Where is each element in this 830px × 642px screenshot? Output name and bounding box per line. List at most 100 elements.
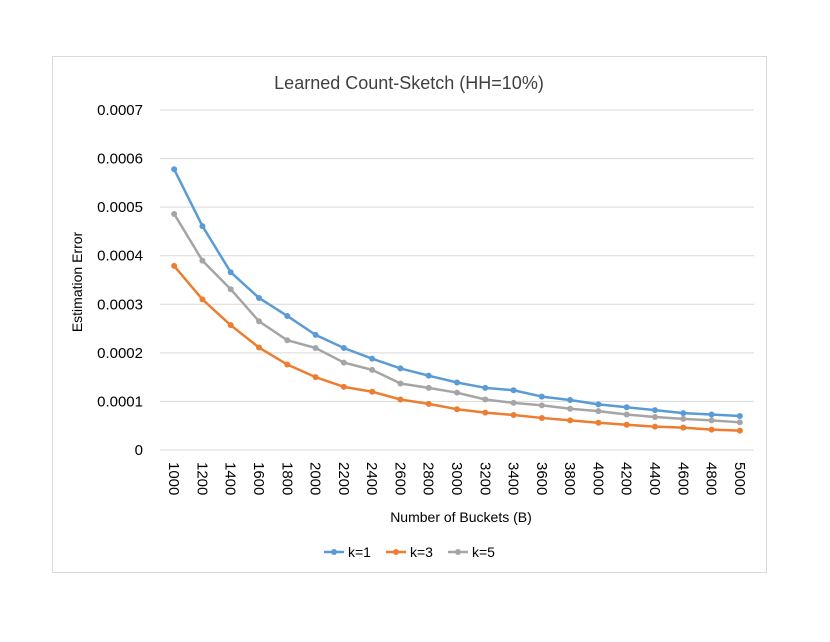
legend-label: k=5 — [472, 544, 495, 560]
data-point — [652, 413, 658, 420]
data-point — [510, 387, 517, 394]
series-k=3 — [171, 262, 743, 434]
data-point — [736, 419, 743, 426]
data-point — [284, 361, 291, 368]
y-tick-label: 0.0006 — [97, 151, 143, 168]
data-point — [623, 411, 630, 418]
data-point — [482, 409, 489, 416]
data-point — [680, 415, 687, 422]
data-point — [652, 407, 658, 414]
y-tick-label: 0.0001 — [97, 393, 143, 410]
legend-label: k=3 — [410, 544, 433, 560]
x-tick-label: 4400 — [646, 462, 663, 495]
x-tick-label: 1800 — [278, 462, 295, 495]
data-point — [397, 365, 404, 372]
data-point — [369, 366, 376, 373]
data-point — [340, 383, 347, 390]
data-point — [312, 345, 319, 351]
data-point — [454, 389, 460, 396]
data-point — [425, 400, 432, 407]
data-point — [623, 404, 630, 411]
data-point — [256, 344, 262, 351]
data-point — [454, 406, 460, 413]
data-point — [425, 372, 432, 379]
data-point — [736, 413, 743, 419]
data-point — [256, 294, 262, 301]
x-tick-label: 2200 — [335, 462, 352, 495]
data-point — [369, 388, 376, 395]
data-point — [482, 384, 489, 391]
y-tick-label: 0 — [135, 442, 143, 459]
legend-item: k=5 — [448, 544, 495, 560]
series-lines — [171, 166, 743, 434]
data-point — [227, 322, 234, 329]
y-axis-label: Estimation Error — [69, 231, 85, 332]
data-point — [340, 359, 347, 366]
data-point — [425, 384, 432, 391]
legend: k=1 k=3 k=5 — [324, 544, 495, 560]
data-point — [397, 396, 404, 403]
data-point — [227, 286, 234, 293]
x-tick-label: 3200 — [476, 462, 493, 495]
data-point — [595, 419, 602, 426]
y-tick-label: 0.0002 — [97, 345, 143, 362]
data-point — [567, 405, 574, 412]
data-point — [312, 331, 319, 338]
y-tick-label: 0.0007 — [97, 102, 143, 119]
data-point — [199, 223, 206, 230]
data-point — [538, 393, 545, 400]
data-point — [284, 337, 291, 344]
data-point — [227, 269, 234, 276]
data-point — [567, 417, 574, 424]
data-point — [680, 424, 687, 431]
legend-swatch-marker — [393, 549, 399, 555]
data-point — [284, 312, 291, 319]
data-point — [397, 380, 404, 387]
data-point — [482, 396, 489, 403]
data-point — [312, 374, 319, 381]
x-tick-label: 1600 — [250, 462, 267, 495]
series-line — [173, 168, 740, 418]
legend-label: k=1 — [348, 544, 371, 560]
x-axis-label: Number of Buckets (B) — [390, 509, 532, 525]
legend-swatch-marker — [455, 549, 461, 555]
legend-item: k=3 — [386, 544, 433, 560]
data-point — [510, 399, 517, 406]
x-tick-label: 1400 — [222, 462, 239, 495]
x-tick-label: 2000 — [307, 462, 324, 495]
data-point — [256, 318, 262, 325]
y-tick-label: 0.0003 — [97, 296, 143, 313]
data-point — [736, 427, 743, 434]
x-tick-label: 3000 — [448, 462, 465, 495]
data-point — [680, 410, 687, 417]
series-k=5 — [171, 210, 743, 426]
x-tick-label: 2600 — [391, 462, 408, 495]
x-tick-label: 4600 — [674, 462, 691, 495]
data-point — [595, 408, 602, 415]
chart-title: Learned Count-Sketch (HH=10%) — [274, 73, 544, 93]
chart-frame — [52, 56, 767, 573]
data-point — [171, 262, 178, 269]
y-axis-ticks: 0 0.0001 0.0002 0.0003 0.0004 0.0005 0.0006 0.0… — [97, 102, 143, 459]
x-tick-label: 2400 — [363, 462, 380, 495]
legend-swatch-marker — [331, 549, 337, 555]
data-point — [538, 402, 545, 409]
legend-item: k=1 — [324, 544, 371, 560]
data-point — [199, 296, 206, 303]
data-point — [199, 257, 206, 264]
data-point — [510, 412, 517, 419]
x-tick-label: 4200 — [618, 462, 635, 495]
x-axis-ticks: 1000 1200 1400 1600 1800 2000 2200 2400 2600 2800… — [165, 462, 748, 495]
data-point — [538, 414, 545, 421]
data-point — [369, 355, 376, 362]
data-point — [708, 426, 715, 433]
x-tick-label: 3800 — [561, 462, 578, 495]
y-tick-label: 0.0005 — [97, 199, 143, 216]
x-tick-label: 4000 — [589, 462, 606, 495]
data-point — [708, 417, 715, 424]
data-point — [708, 411, 715, 418]
x-tick-label: 4800 — [703, 462, 720, 495]
x-tick-label: 5000 — [731, 462, 748, 495]
data-point — [652, 423, 658, 430]
x-tick-label: 3400 — [505, 462, 522, 495]
